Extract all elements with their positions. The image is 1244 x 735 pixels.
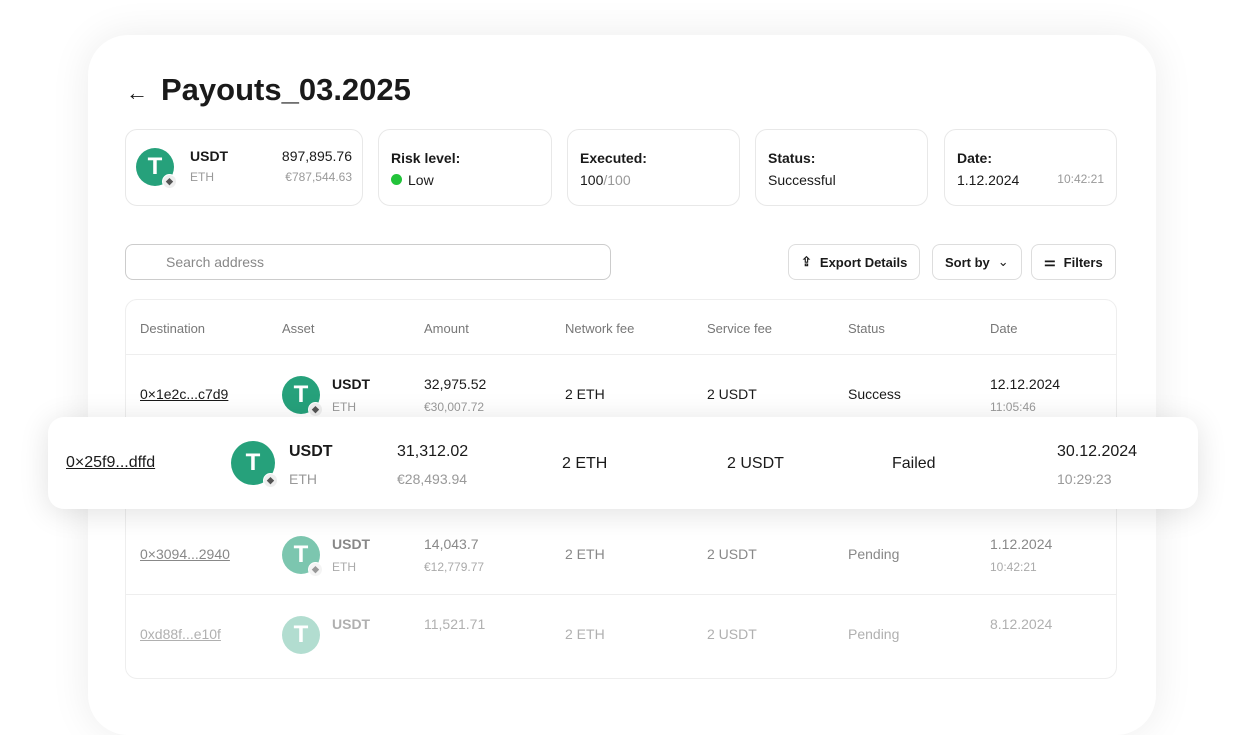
destination-address[interactable]: 0×1e2c...c7d9 xyxy=(140,386,229,402)
status-card: Status: Successful xyxy=(755,129,928,206)
executed-label: Executed: xyxy=(580,150,647,166)
eth-icon: ◆ xyxy=(263,473,278,488)
eth-icon: ◆ xyxy=(162,174,177,189)
row-time: 11:05:46 xyxy=(990,400,1036,414)
col-date: Date xyxy=(990,321,1018,336)
amount: 14,043.7 xyxy=(424,536,479,552)
row-date: 30.12.2024 xyxy=(1057,443,1138,460)
destination-address[interactable]: 0xd88f...e10f xyxy=(140,626,221,642)
eth-icon: ◆ xyxy=(308,402,323,417)
time-value: 10:42:21 xyxy=(1057,172,1104,186)
export-label: Export Details xyxy=(819,254,908,270)
col-status: Status xyxy=(848,321,885,336)
asset-symbol: USDT xyxy=(332,616,371,632)
search-input[interactable] xyxy=(125,244,611,280)
asset-network: ETH xyxy=(190,170,214,184)
asset-network: ETH xyxy=(332,560,356,574)
asset-amount: 897,895.76 xyxy=(281,148,352,164)
destination-address[interactable]: 0×3094...2940 xyxy=(140,546,230,562)
service-fee: 2 USDT xyxy=(707,546,757,562)
amount: 31,312.02 xyxy=(397,443,469,460)
service-fee: 2 USDT xyxy=(727,455,784,472)
table-row[interactable]: 0xd88f...e10f T USDT 11,521.71 2 ETH 2 U… xyxy=(126,595,1116,675)
payout-panel xyxy=(88,35,1156,735)
date-value: 1.12.2024 xyxy=(957,172,1020,188)
network-fee: 2 ETH xyxy=(565,546,605,562)
asset-network: ETH xyxy=(289,471,317,487)
executed-total: /100 xyxy=(603,172,631,188)
amount: 11,521.71 xyxy=(424,616,486,632)
usdt-icon: T ◆ xyxy=(136,148,177,189)
row-status: Pending xyxy=(848,546,900,562)
service-fee: 2 USDT xyxy=(707,386,757,402)
usdt-icon: T ◆ xyxy=(282,376,323,417)
filters-button[interactable]: ⚌ Filters xyxy=(1031,244,1116,280)
row-date: 1.12.2024 xyxy=(990,536,1053,552)
usdt-icon: T ◆ xyxy=(231,441,278,488)
row-status: Success xyxy=(848,386,901,402)
risk-value: Low xyxy=(408,172,434,188)
risk-label: Risk level: xyxy=(391,150,461,166)
amount-fiat: €12,779.77 xyxy=(424,560,485,574)
risk-dot-icon xyxy=(391,174,402,185)
executed-done: 100 xyxy=(580,172,604,188)
row-date: 12.12.2024 xyxy=(990,376,1061,392)
page-title: Payouts_03.2025 xyxy=(161,72,411,107)
asset-symbol: USDT xyxy=(332,376,371,392)
usdt-icon: T ◆ xyxy=(282,536,323,577)
asset-network: ETH xyxy=(332,400,356,414)
row-time: 10:42:21 xyxy=(990,560,1037,574)
payouts-table: Destination Asset Amount Network fee Ser… xyxy=(125,299,1117,679)
table-row[interactable]: 0×3094...2940 T ◆ USDT ETH 14,043.7 €12,7… xyxy=(126,515,1116,595)
network-fee: 2 ETH xyxy=(565,626,605,642)
sliders-icon: ⚌ xyxy=(1044,254,1056,269)
asset-symbol: USDT xyxy=(332,536,371,552)
filters-label: Filters xyxy=(1063,254,1103,270)
date-label: Date: xyxy=(957,150,993,166)
export-details-button[interactable]: ⇪ Export Details xyxy=(788,244,921,280)
highlighted-table-row[interactable]: 0×25f9...dffd T ◆ USDT ETH 31,312.02 €28,… xyxy=(48,417,1198,509)
date-card: Date: 1.12.2024 10:42:21 xyxy=(944,129,1117,206)
amount: 32,975.52 xyxy=(424,376,487,392)
chevron-down-icon: ⌄ xyxy=(997,254,1009,269)
usdt-icon: T xyxy=(282,616,320,654)
upload-icon: ⇪ xyxy=(801,254,812,269)
service-fee: 2 USDT xyxy=(707,626,757,642)
network-fee: 2 ETH xyxy=(562,455,608,472)
col-asset: Asset xyxy=(282,321,315,336)
table-header: Destination Asset Amount Network fee Ser… xyxy=(126,300,1116,355)
destination-address[interactable]: 0×25f9...dffd xyxy=(66,454,156,471)
sort-by-button[interactable]: Sort by ⌄ xyxy=(932,244,1022,280)
row-status: Failed xyxy=(892,455,936,472)
col-network-fee: Network fee xyxy=(565,321,635,336)
amount-fiat: €28,493.94 xyxy=(397,471,468,487)
row-status: Pending xyxy=(848,626,900,642)
col-service-fee: Service fee xyxy=(707,321,773,336)
row-time: 10:29:23 xyxy=(1057,471,1112,487)
network-fee: 2 ETH xyxy=(565,386,605,402)
status-value: Successful xyxy=(768,172,836,188)
risk-card: Risk level: Low xyxy=(378,129,552,206)
status-label: Status: xyxy=(768,150,816,166)
row-date: 8.12.2024 xyxy=(990,616,1053,632)
asset-symbol: USDT xyxy=(289,443,333,460)
executed-card: Executed: 100/100 xyxy=(567,129,740,206)
col-amount: Amount xyxy=(424,321,469,336)
asset-summary-card: T ◆ USDT 897,895.76 ETH €787,544.63 xyxy=(125,129,363,206)
col-destination: Destination xyxy=(140,321,206,336)
asset-fiat: €787,544.63 xyxy=(285,170,352,184)
table-row[interactable]: 0×1e2c...c7d9 T ◆ USDT ETH 32,975.52 €30,… xyxy=(126,355,1116,435)
eth-icon: ◆ xyxy=(308,562,323,577)
back-arrow-icon[interactable]: ← xyxy=(126,80,148,105)
amount-fiat: €30,007.72 xyxy=(424,400,485,414)
asset-symbol: USDT xyxy=(190,148,229,164)
sort-label: Sort by xyxy=(945,254,990,270)
